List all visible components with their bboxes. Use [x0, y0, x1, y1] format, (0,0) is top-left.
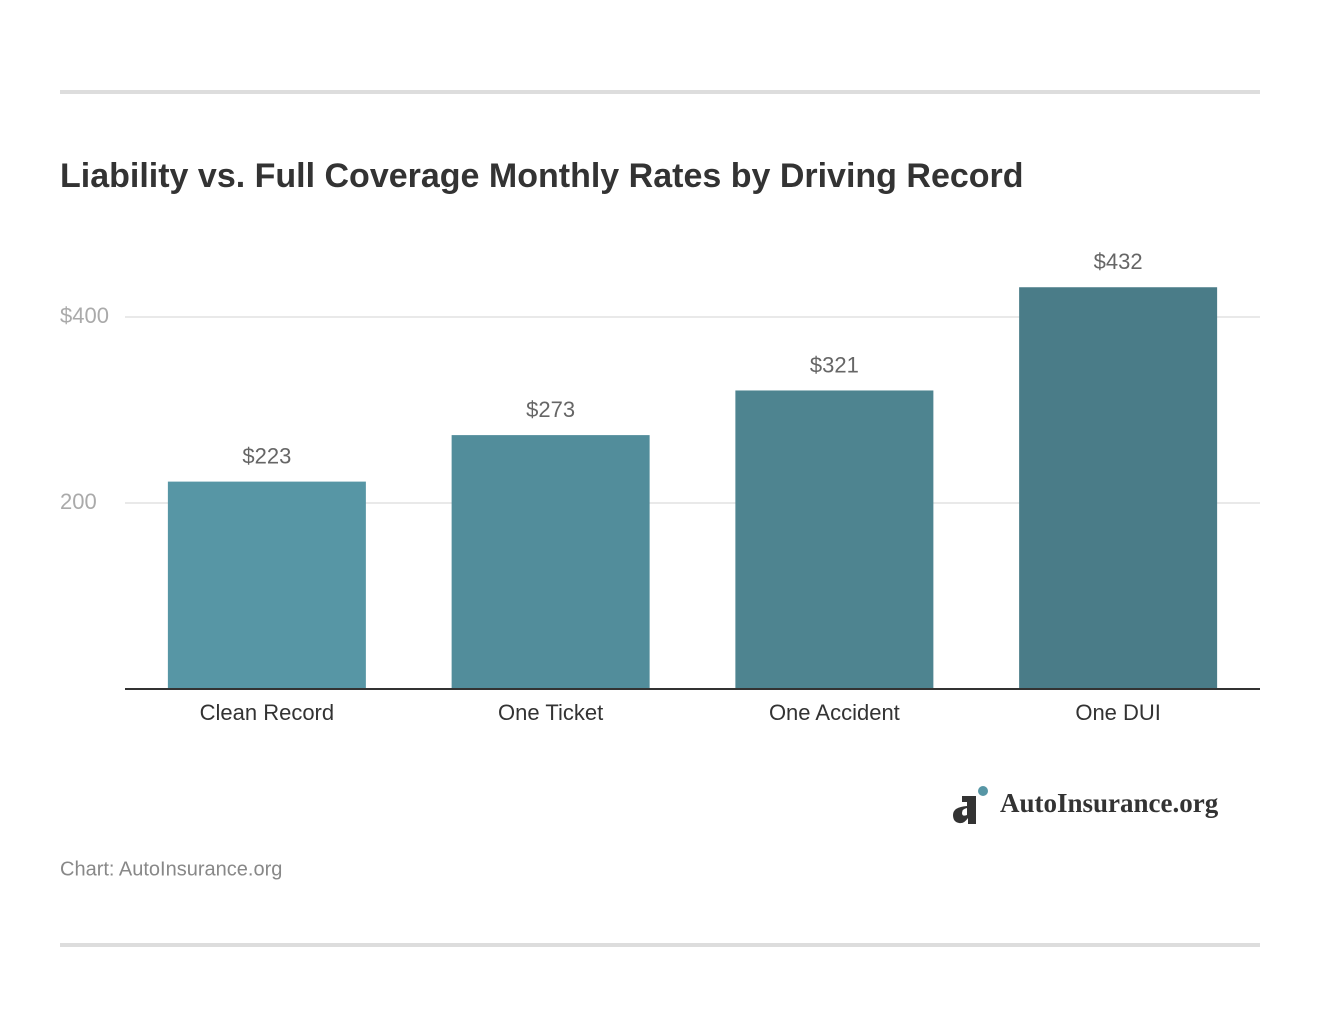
source: Chart: AutoInsurance.org: [60, 858, 282, 880]
value-label: $432: [1094, 249, 1143, 274]
bar: [167, 481, 366, 689]
logo-icon: [953, 786, 988, 824]
x-tick-label: One Accident: [769, 700, 900, 725]
y-tick-label: $400: [60, 303, 109, 328]
y-tick-label: 200: [60, 489, 97, 514]
chart-title: Liability vs. Full Coverage Monthly Rate…: [60, 157, 1024, 195]
value-label: $223: [242, 443, 291, 468]
x-tick-label: Clean Record: [200, 700, 335, 725]
bar: [1019, 287, 1218, 689]
bar: [451, 435, 650, 689]
x-tick-label: One DUI: [1075, 700, 1161, 725]
x-tick-label: One Ticket: [498, 700, 603, 725]
bar: [735, 390, 934, 689]
top-rule: [60, 90, 1260, 94]
value-label: $273: [526, 397, 575, 422]
value-label: $321: [810, 352, 859, 377]
logo-text: AutoInsurance.org: [1000, 788, 1219, 818]
bottom-rule: [60, 943, 1260, 947]
